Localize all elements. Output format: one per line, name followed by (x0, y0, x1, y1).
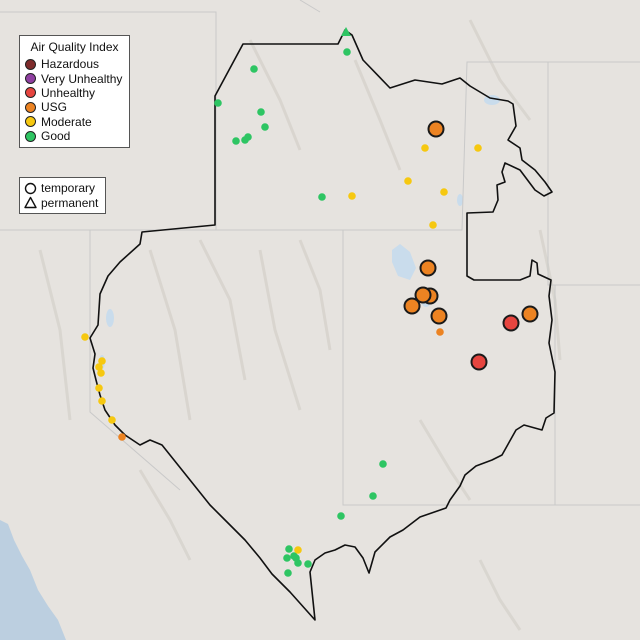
moderate-monitor-marker[interactable] (95, 384, 103, 392)
pyramid-lake (106, 309, 114, 327)
moderate-monitor-marker[interactable] (98, 357, 106, 365)
very-unhealthy-swatch-icon (25, 73, 36, 85)
usg-monitor-marker[interactable] (430, 307, 448, 325)
aqi-legend: Air Quality Index Hazardous Very Unhealt… (19, 35, 130, 149)
good-monitor-marker[interactable] (257, 108, 265, 116)
legend-label: Hazardous (41, 57, 100, 72)
good-monitor-marker[interactable] (284, 569, 292, 577)
usg-monitor-marker[interactable] (427, 120, 445, 138)
good-monitor-marker[interactable] (250, 65, 258, 73)
moderate-monitor-marker[interactable] (95, 363, 103, 371)
moderate-monitor-marker[interactable] (429, 221, 437, 229)
monitor-markers (81, 27, 539, 577)
legend-item-moderate: Moderate (25, 115, 124, 129)
moderate-monitor-marker[interactable] (348, 192, 356, 200)
usg-monitor-marker[interactable] (436, 328, 444, 336)
moderate-monitor-marker[interactable] (294, 546, 302, 554)
legend-title: Air Quality Index (30, 40, 119, 54)
good-monitor-marker[interactable] (244, 133, 252, 141)
good-monitor-marker[interactable] (304, 560, 312, 568)
legend-item-good: Good (25, 129, 124, 143)
legend-label: Good (41, 129, 71, 144)
legend-label: temporary (41, 181, 96, 196)
moderate-monitor-marker[interactable] (108, 416, 116, 424)
good-monitor-marker[interactable] (379, 460, 387, 468)
good-monitor-marker[interactable] (261, 123, 269, 131)
good-monitor-marker[interactable] (318, 193, 326, 201)
moderate-monitor-marker[interactable] (81, 333, 89, 341)
good-monitor-marker[interactable] (214, 99, 222, 107)
state-borders (0, 0, 640, 506)
legend-label: permanent (41, 195, 99, 210)
unhealthy-monitor-marker[interactable] (470, 353, 488, 371)
legend-item-hazardous: Hazardous (25, 57, 124, 71)
legend-item-unhealthy: Unhealthy (25, 86, 124, 100)
moderate-monitor-marker[interactable] (98, 397, 106, 405)
unhealthy-swatch-icon (25, 87, 36, 99)
legend-item-temporary: temporary (24, 181, 101, 195)
good-monitor-marker[interactable] (285, 545, 293, 553)
moderate-monitor-marker[interactable] (404, 177, 412, 185)
usg-monitor-marker[interactable] (118, 433, 126, 441)
permanent-monitor-marker[interactable] (341, 27, 351, 36)
legend-label: Unhealthy (41, 85, 96, 100)
legend-item-permanent: permanent (24, 195, 101, 210)
moderate-swatch-icon (25, 116, 36, 128)
great-salt-lake (392, 244, 416, 280)
good-monitor-marker[interactable] (292, 554, 300, 562)
moderate-monitor-marker[interactable] (440, 188, 448, 196)
legend-label: Very Unhealthy (41, 71, 123, 86)
hazardous-swatch-icon (25, 58, 36, 70)
good-monitor-marker[interactable] (343, 48, 351, 56)
usg-monitor-marker[interactable] (419, 259, 437, 277)
triangle-icon (24, 196, 37, 209)
good-monitor-marker[interactable] (369, 492, 377, 500)
ocean (0, 520, 66, 640)
usg-monitor-marker[interactable] (414, 286, 432, 304)
unhealthy-monitor-marker[interactable] (502, 314, 520, 332)
legend-item-usg: USG (25, 100, 124, 114)
monitor-type-legend: temporary permanent (19, 177, 106, 214)
moderate-monitor-marker[interactable] (421, 144, 429, 152)
good-monitor-marker[interactable] (232, 137, 240, 145)
good-swatch-icon (25, 130, 36, 142)
circle-icon (24, 182, 37, 194)
legend-item-very-unhealthy: Very Unhealthy (25, 71, 124, 86)
terrain-relief (38, 19, 562, 631)
good-monitor-marker[interactable] (337, 512, 345, 520)
legend-label: USG (41, 100, 68, 115)
moderate-monitor-marker[interactable] (97, 369, 105, 377)
usg-swatch-icon (25, 101, 36, 113)
legend-label: Moderate (41, 114, 92, 129)
bear-lake (457, 194, 463, 206)
region-outline (89, 29, 556, 621)
usg-monitor-marker[interactable] (521, 305, 539, 323)
good-monitor-marker[interactable] (283, 554, 291, 562)
usg-monitor-marker[interactable] (403, 297, 421, 315)
moderate-monitor-marker[interactable] (474, 144, 482, 152)
